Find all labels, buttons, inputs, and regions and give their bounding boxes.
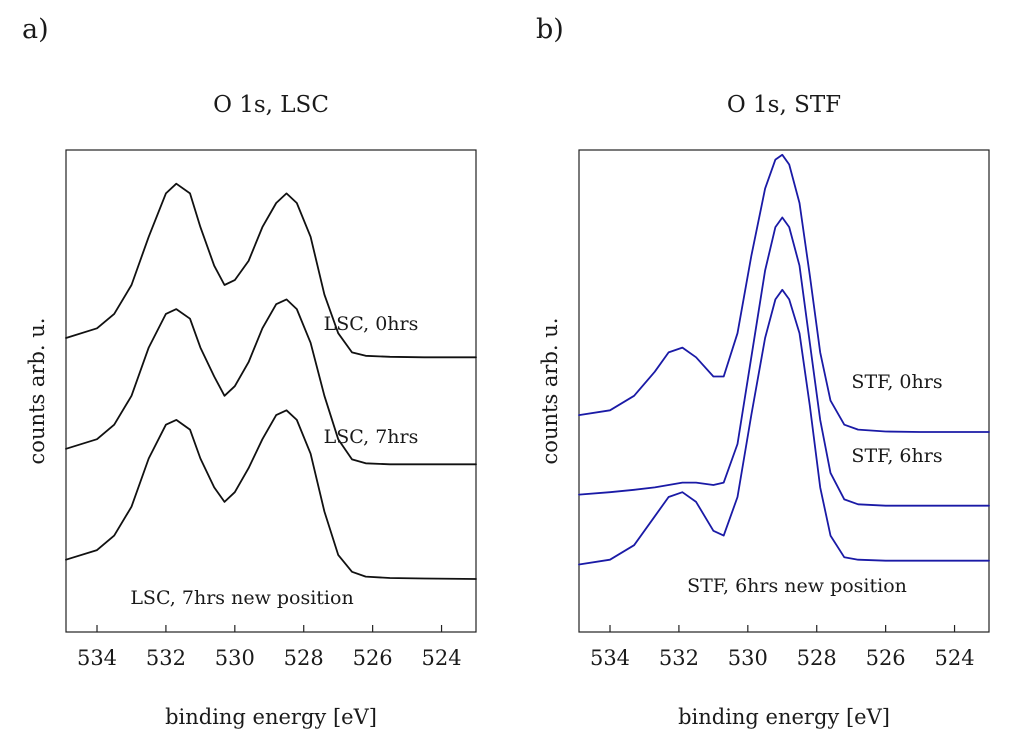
plot-frame-stf: [578, 149, 990, 633]
panel-stf: b) O 1s, STF 534 532 530 528 526 524 STF, 0hr…: [536, 14, 990, 729]
series-line-lsc-2: [65, 298, 477, 466]
x-tick-label: 526: [866, 646, 906, 670]
x-tick-label: 532: [146, 646, 186, 670]
y-axis-title-stf: counts arb. u.: [538, 318, 562, 465]
panel-label-b: b): [536, 14, 564, 45]
panel-label-a: a): [22, 14, 49, 45]
series-line-lsc-3: [65, 409, 477, 580]
x-tick-label: 524: [421, 646, 461, 670]
series-line-lsc-1: [65, 182, 477, 359]
x-tick-label: 534: [77, 646, 117, 670]
traces-stf: [578, 153, 990, 566]
series-label-stf-3: STF, 6hrs new position: [687, 575, 907, 597]
x-tick-label: 530: [215, 646, 255, 670]
x-tick-label: 528: [797, 646, 837, 670]
x-tick-label: 530: [728, 646, 768, 670]
chart-title-lsc: O 1s, LSC: [213, 92, 329, 118]
series-label-stf-1: STF, 0hrs: [851, 371, 942, 393]
series-label-lsc-1: LSC, 0hrs: [324, 313, 419, 335]
series-line-stf-2: [578, 216, 990, 507]
x-ticks-lsc: [96, 625, 443, 632]
x-axis-title-stf: binding energy [eV]: [678, 705, 890, 729]
series-line-stf-1: [578, 153, 990, 433]
x-tick-label: 532: [659, 646, 699, 670]
x-tick-labels-lsc: 534 532 530 528 526 524: [77, 646, 462, 670]
x-tick-label: 526: [353, 646, 393, 670]
x-ticks-stf: [609, 625, 956, 632]
x-tick-labels-stf: 534 532 530 528 526 524: [590, 646, 975, 670]
series-label-stf-2: STF, 6hrs: [851, 445, 942, 467]
plot-frame-lsc: [65, 149, 477, 633]
trace-labels-lsc: LSC, 0hrs LSC, 7hrs LSC, 7hrs new position: [130, 313, 418, 609]
panel-lsc: a) O 1s, LSC 534 532 530 528 526 524 LSC, 0hr…: [22, 14, 477, 729]
series-line-stf-3: [578, 288, 990, 566]
series-label-lsc-3: LSC, 7hrs new position: [130, 587, 353, 609]
x-axis-title-lsc: binding energy [eV]: [165, 705, 377, 729]
y-axis-title-lsc: counts arb. u.: [25, 318, 49, 465]
x-tick-label: 534: [590, 646, 630, 670]
chart-title-stf: O 1s, STF: [727, 92, 841, 118]
trace-labels-stf: STF, 0hrs STF, 6hrs STF, 6hrs new position: [687, 371, 942, 597]
x-tick-label: 528: [284, 646, 324, 670]
x-tick-label: 524: [934, 646, 974, 670]
series-label-lsc-2: LSC, 7hrs: [324, 426, 419, 448]
traces-lsc: [65, 182, 477, 580]
